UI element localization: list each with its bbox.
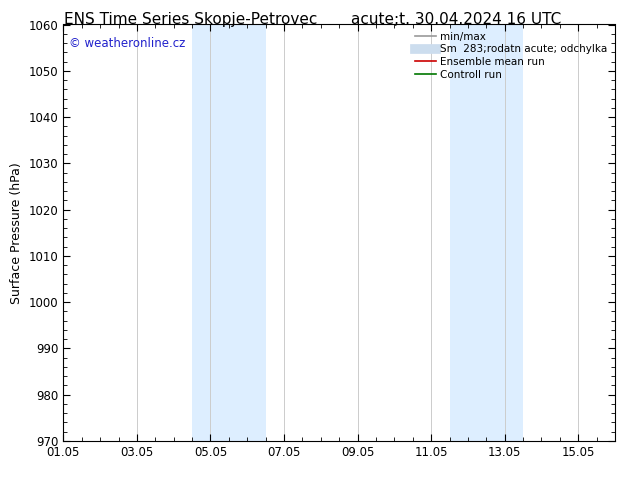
Y-axis label: Surface Pressure (hPa): Surface Pressure (hPa) [10, 162, 23, 304]
Bar [229, 24, 266, 441]
Text: ENS Time Series Skopje-Petrovec: ENS Time Series Skopje-Petrovec [63, 12, 317, 27]
Legend: min/max, Sm  283;rodatn acute; odchylka, Ensemble mean run, Controll run: min/max, Sm 283;rodatn acute; odchylka, … [411, 27, 612, 84]
Bar [450, 24, 486, 441]
Text: acute;t. 30.04.2024 16 UTC: acute;t. 30.04.2024 16 UTC [351, 12, 562, 27]
Bar [192, 24, 229, 441]
Text: © weatheronline.cz: © weatheronline.cz [69, 37, 185, 50]
Bar [486, 24, 523, 441]
